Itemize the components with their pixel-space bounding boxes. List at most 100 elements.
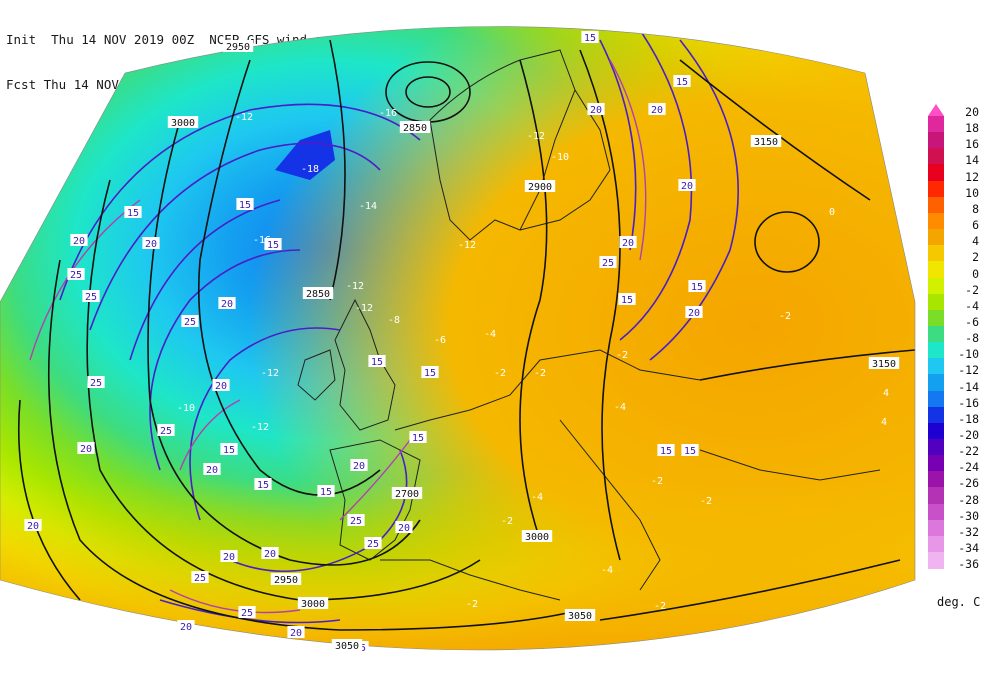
svg-text:2850: 2850 (306, 289, 330, 300)
map-frame (0, 26, 916, 651)
legend-label: -20 (958, 428, 979, 442)
svg-text:20: 20 (206, 465, 218, 476)
temperature-label: -2 (651, 476, 663, 487)
svg-text:-12: -12 (235, 112, 253, 123)
svg-text:25: 25 (602, 258, 614, 269)
height-label: 3000 (521, 530, 553, 543)
wind-speed-label: 20 (685, 306, 703, 319)
wind-speed-label: 15 (681, 444, 699, 457)
svg-text:15: 15 (320, 487, 332, 498)
legend-label: -36 (958, 557, 979, 572)
legend-label: -14 (958, 379, 979, 394)
temperature-label: -2 (501, 516, 513, 527)
svg-text:15: 15 (660, 446, 672, 457)
height-label: 3000 (297, 597, 329, 610)
height-label: 2850 (399, 121, 431, 134)
legend-swatch (928, 180, 944, 198)
legend-swatch (928, 487, 944, 505)
svg-text:15: 15 (691, 282, 703, 293)
svg-text:-8: -8 (388, 315, 400, 326)
legend-label: -16 (958, 395, 979, 410)
wind-speed-label: 25 (191, 571, 209, 584)
legend-label: -32 (958, 524, 979, 539)
height-label: 3000 (167, 116, 199, 129)
svg-text:25: 25 (241, 608, 253, 619)
legend-label: -18 (958, 411, 979, 426)
svg-text:20: 20 (221, 299, 233, 310)
legend-arrow (928, 104, 944, 116)
height-label: 2900 (524, 180, 556, 193)
temperature-label: -12 (235, 112, 253, 123)
wind-speed-label: 20 (287, 626, 305, 639)
temperature-label: -16 (253, 235, 271, 246)
temperature-label: -12 (251, 422, 269, 433)
wind-speed-label: 20 (77, 442, 95, 455)
svg-text:20: 20 (353, 461, 365, 472)
legend-label: 8 (972, 201, 979, 216)
svg-text:-2: -2 (534, 368, 546, 379)
temperature-label: -12 (458, 240, 476, 251)
svg-text:-12: -12 (261, 368, 279, 379)
contour-labels: -12 -16 -18 -14 -16 -12 -10 -12 -12 -12 -8 -6 -4 -2 -2… (24, 31, 900, 654)
svg-text:-6: -6 (434, 335, 446, 346)
height-label: 3050 (331, 639, 363, 652)
legend-swatch (928, 229, 944, 246)
svg-text:20: 20 (215, 381, 227, 392)
svg-text:15: 15 (239, 200, 251, 211)
svg-text:15: 15 (257, 480, 269, 491)
wind-speed-label: 20 (619, 236, 637, 249)
svg-text:20: 20 (651, 105, 663, 116)
wind-speed-label: 15 (581, 31, 599, 44)
svg-text:20: 20 (688, 308, 700, 319)
svg-text:20: 20 (622, 238, 634, 249)
legend-label: 14 (965, 153, 979, 168)
wind-speed-label: 25 (87, 376, 105, 389)
svg-text:-2: -2 (494, 368, 506, 379)
svg-text:-10: -10 (551, 152, 569, 163)
legend-swatch (928, 342, 944, 359)
legend-units: deg. C (937, 595, 981, 609)
svg-text:25: 25 (85, 292, 97, 303)
height-label: 3050 (564, 609, 596, 622)
wind-speed-label: 15 (409, 431, 427, 444)
svg-text:2900: 2900 (528, 182, 552, 193)
wind-speed-label: 20 (203, 463, 221, 476)
temperature-label: -4 (531, 492, 543, 503)
wind-speed-label: 20 (395, 521, 413, 534)
legend-label: -24 (958, 460, 979, 475)
legend-label: -12 (958, 363, 979, 378)
height-label: 2950 (222, 40, 254, 53)
legend-label: -26 (958, 476, 979, 491)
svg-text:20: 20 (145, 239, 157, 250)
svg-text:3050: 3050 (335, 641, 359, 652)
legend-swatch (928, 439, 944, 456)
svg-text:15: 15 (621, 295, 633, 306)
svg-text:-4: -4 (601, 565, 613, 576)
wind-speed-label: 20 (70, 234, 88, 247)
legend-label: 0 (972, 266, 979, 281)
wind-speed-label: 20 (220, 550, 238, 563)
svg-text:20: 20 (290, 628, 302, 639)
legend-swatch (928, 309, 944, 327)
legend-swatch (928, 148, 944, 166)
svg-text:-4: -4 (484, 329, 496, 340)
svg-text:-2: -2 (616, 350, 628, 361)
svg-text:15: 15 (127, 208, 139, 219)
legend-label: -4 (965, 298, 979, 313)
temperature-label: -12 (261, 368, 279, 379)
svg-text:25: 25 (90, 378, 102, 389)
legend-swatch (928, 422, 944, 440)
legend-swatch (928, 132, 944, 149)
svg-text:-14: -14 (359, 201, 377, 212)
temperature-label: -12 (527, 131, 545, 142)
legend-label: 6 (972, 218, 979, 233)
svg-text:-12: -12 (346, 281, 364, 292)
height-label: 2850 (302, 287, 334, 300)
legend-label: -2 (965, 282, 979, 297)
wind-speed-label: 15 (657, 444, 675, 457)
svg-text:25: 25 (194, 573, 206, 584)
svg-text:-2: -2 (700, 496, 712, 507)
legend-swatch (928, 293, 944, 311)
legend-swatch (928, 552, 944, 569)
temperature-label: -10 (177, 403, 195, 414)
